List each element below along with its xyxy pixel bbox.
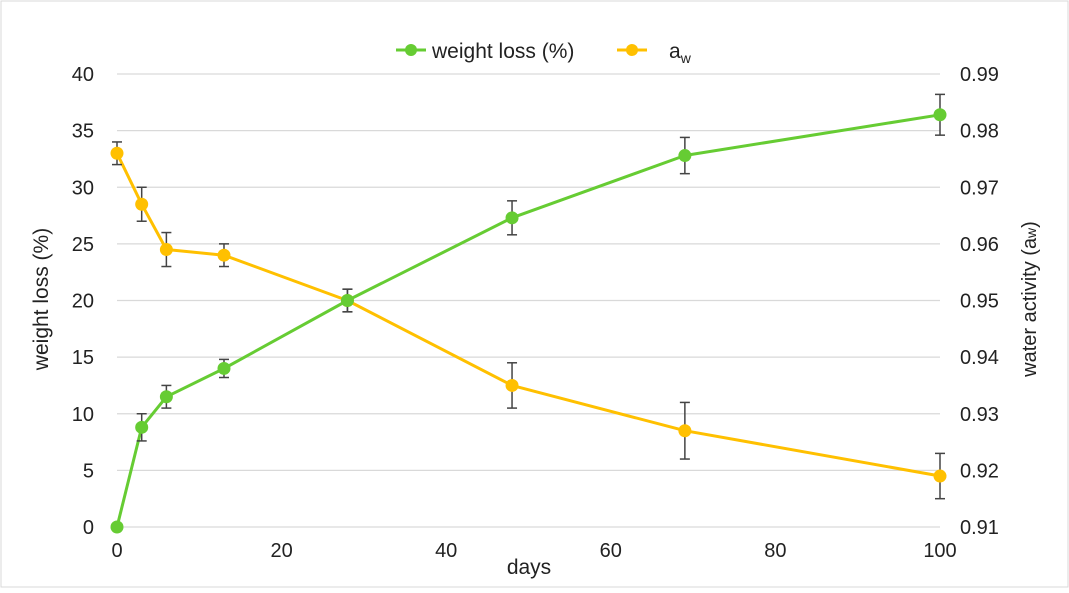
legend-aw-marker (626, 44, 638, 56)
data-point-weight-loss (340, 294, 354, 307)
gridlines (117, 73, 940, 528)
legend-aw-label: aw (669, 40, 692, 66)
y2-tick-label: 0.99 (960, 64, 999, 86)
y-tick-label: 25 (72, 234, 94, 256)
y2-tick-label: 0.98 (960, 121, 999, 143)
x-tick-label: 100 (923, 540, 956, 562)
series-line-aw (115, 152, 941, 478)
legend-weight-label: weight loss (%) (431, 40, 574, 63)
y-tick-label: 35 (72, 121, 94, 143)
x-tick-label: 0 (111, 540, 122, 562)
y-axis-title: weight loss (%) (30, 228, 53, 371)
y2-tick-label: 0.96 (960, 234, 999, 256)
y-tick-label: 20 (72, 291, 94, 313)
legend-weight-marker (405, 44, 417, 56)
x-tick-label: 60 (600, 540, 622, 562)
x-tick-label: 80 (764, 540, 786, 562)
y2-tick-label: 0.92 (960, 460, 999, 482)
y-tick-label: 10 (72, 404, 94, 426)
y2-tick-label: 0.97 (960, 177, 999, 199)
y-tick-label: 40 (72, 64, 94, 86)
data-point-aw (135, 197, 149, 211)
data-point-weight-loss (159, 390, 173, 404)
data-point-weight-loss (678, 149, 692, 163)
data-point-weight-loss (110, 520, 124, 534)
data-point-aw (933, 469, 947, 483)
data-point-weight-loss (505, 211, 519, 225)
y-tick-label: 0 (83, 517, 94, 539)
data-point-aw (159, 243, 173, 257)
x-axis-title: days (507, 556, 551, 579)
data-point-aw (505, 378, 519, 392)
data-point-weight-loss (135, 420, 149, 434)
data-point-aw (217, 248, 231, 262)
x-tick-label: 40 (435, 540, 457, 562)
data-point-weight-loss (217, 361, 231, 375)
y-tick-label: 5 (83, 460, 94, 482)
y-tick-label: 30 (72, 177, 94, 199)
tick-labels: 0 5 10 15 20 25 30 35 40 0.91 0.92 0.93 0.94 0.95 0.96… (72, 64, 999, 562)
y2-tick-label: 0.91 (960, 517, 999, 539)
y2-tick-label: 0.95 (960, 291, 999, 313)
y2-tick-label: 0.94 (960, 347, 999, 369)
x-tick-label: 20 (270, 540, 292, 562)
y-tick-label: 15 (72, 347, 94, 369)
y2-axis-title: water activity (aw) (1019, 221, 1041, 378)
y2-tick-label: 0.93 (960, 404, 999, 426)
legend: weight loss (%) aw (396, 40, 692, 66)
data-point-aw (110, 146, 124, 160)
data-point-aw (678, 424, 692, 438)
data-point-weight-loss (933, 108, 947, 122)
series (110, 93, 947, 534)
series-line-weight-loss (115, 113, 941, 528)
